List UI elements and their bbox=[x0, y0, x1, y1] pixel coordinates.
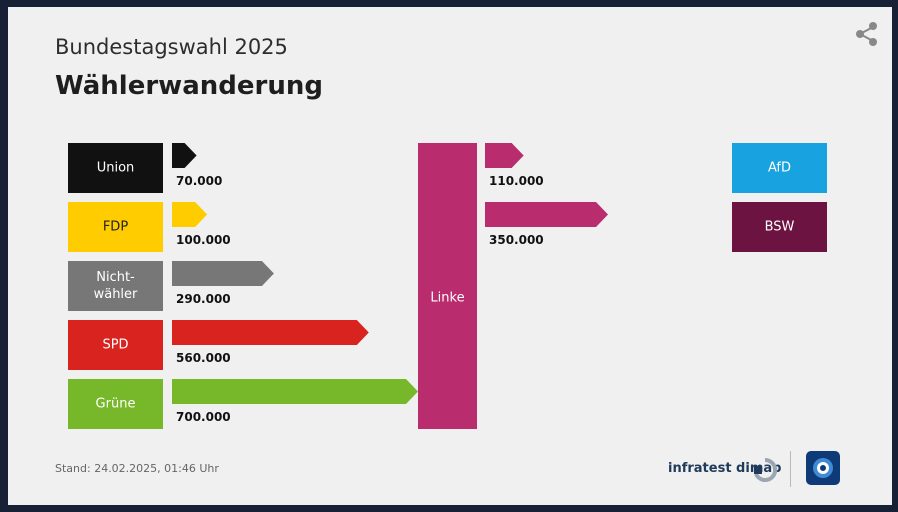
infratest-logo-icon bbox=[754, 457, 778, 482]
chart-card: Bundestagswahl 2025 Wählerwanderung Link… bbox=[8, 7, 892, 505]
gain-value-label: 560.000 bbox=[176, 351, 231, 365]
gain-arrow bbox=[172, 320, 369, 345]
chart-title: Wählerwanderung bbox=[55, 71, 323, 101]
source-party-label: SPD bbox=[102, 338, 128, 353]
source-party-label: FDP bbox=[103, 220, 128, 235]
gain-arrow bbox=[172, 379, 418, 404]
source-party-label: Union bbox=[97, 161, 135, 176]
gain-arrow bbox=[172, 143, 197, 168]
source-party-label: Nicht- bbox=[96, 270, 135, 285]
stand-timestamp: Stand: 24.02.2025, 01:46 Uhr bbox=[55, 462, 219, 475]
source-party-box bbox=[68, 261, 163, 311]
source-party-box bbox=[68, 143, 163, 193]
loss-value-label: 350.000 bbox=[489, 233, 544, 247]
loss-arrow bbox=[485, 202, 608, 227]
target-party-box bbox=[732, 143, 827, 193]
infratest-brand: infratest dimap bbox=[668, 461, 782, 476]
source-party-box bbox=[68, 202, 163, 252]
gain-value-label: 700.000 bbox=[176, 410, 231, 424]
share-icon[interactable] bbox=[852, 19, 882, 49]
source-party-label: Grüne bbox=[96, 397, 136, 412]
loss-arrow bbox=[485, 143, 524, 168]
gain-arrow bbox=[172, 202, 208, 227]
target-party-box bbox=[732, 202, 827, 252]
target-party-label: AfD bbox=[768, 161, 791, 176]
source-party-box bbox=[68, 320, 163, 370]
gain-value-label: 290.000 bbox=[176, 292, 231, 306]
source-party-box bbox=[68, 379, 163, 429]
footer-divider bbox=[790, 451, 791, 487]
flow-chart: Linke Union 70.000 FDP 100.000 Nicht-wähler 29… bbox=[68, 143, 827, 429]
center-party-label: Linke bbox=[430, 291, 464, 306]
center-party-bar bbox=[418, 143, 477, 429]
source-party-label: wähler bbox=[94, 287, 138, 302]
target-party-label: BSW bbox=[765, 220, 795, 235]
ard-tagesschau-logo-icon[interactable] bbox=[806, 451, 840, 485]
gain-value-label: 70.000 bbox=[176, 174, 222, 188]
chart-subtitle: Bundestagswahl 2025 bbox=[55, 35, 288, 59]
gain-arrow bbox=[172, 261, 274, 286]
loss-value-label: 110.000 bbox=[489, 174, 544, 188]
gain-value-label: 100.000 bbox=[176, 233, 231, 247]
